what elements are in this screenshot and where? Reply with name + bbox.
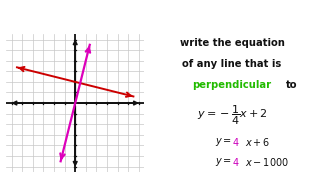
Text: $y = -\dfrac{1}{4}x + 2$: $y = -\dfrac{1}{4}x + 2$ [196,104,268,127]
Text: $y = $: $y = $ [215,156,232,168]
Text: $x + 6$: $x + 6$ [245,136,270,148]
Text: $4$: $4$ [232,156,240,168]
Text: $x - 1000$: $x - 1000$ [245,156,289,168]
Text: to: to [286,80,298,90]
Text: write the equation: write the equation [180,38,284,48]
Text: $y = $: $y = $ [215,136,232,148]
Text: of any line that is: of any line that is [182,59,282,69]
Text: $4$: $4$ [232,136,240,148]
Text: Parallel and Perpendicular Lines: Parallel and Perpendicular Lines [26,9,294,24]
Text: perpendicular: perpendicular [192,80,272,90]
